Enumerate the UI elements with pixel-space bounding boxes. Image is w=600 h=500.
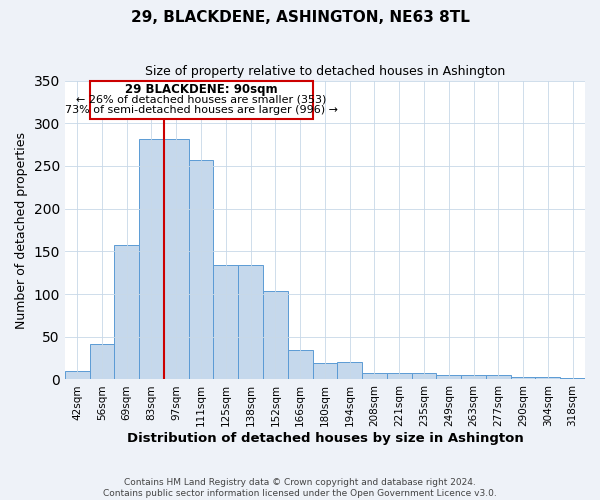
Bar (139, 140, 164, 380)
Bar (288, 350, 313, 380)
Bar (214, 265, 238, 380)
FancyBboxPatch shape (89, 80, 313, 119)
Bar (89, 344, 115, 380)
X-axis label: Distribution of detached houses by size in Ashington: Distribution of detached houses by size … (127, 432, 523, 445)
Bar (511, 377, 535, 380)
Bar (115, 246, 139, 380)
Title: Size of property relative to detached houses in Ashington: Size of property relative to detached ho… (145, 65, 505, 78)
Text: 29, BLACKDENE, ASHINGTON, NE63 8TL: 29, BLACKDENE, ASHINGTON, NE63 8TL (131, 10, 469, 25)
Y-axis label: Number of detached properties: Number of detached properties (15, 132, 28, 328)
Bar (560, 378, 585, 380)
Bar (412, 372, 436, 380)
Bar (362, 372, 387, 380)
Text: 73% of semi-detached houses are larger (996) →: 73% of semi-detached houses are larger (… (65, 106, 338, 116)
Bar (535, 377, 560, 380)
Bar (188, 160, 214, 380)
Bar (461, 375, 486, 380)
Text: 29 BLACKDENE: 90sqm: 29 BLACKDENE: 90sqm (125, 82, 277, 96)
Bar (486, 375, 511, 380)
Bar (65, 371, 89, 380)
Bar (313, 363, 337, 380)
Bar (164, 140, 188, 380)
Bar (337, 362, 362, 380)
Text: ← 26% of detached houses are smaller (353): ← 26% of detached houses are smaller (35… (76, 94, 326, 104)
Bar (436, 375, 461, 380)
Bar (387, 372, 412, 380)
Bar (263, 292, 288, 380)
Bar (238, 265, 263, 380)
Text: Contains HM Land Registry data © Crown copyright and database right 2024.
Contai: Contains HM Land Registry data © Crown c… (103, 478, 497, 498)
